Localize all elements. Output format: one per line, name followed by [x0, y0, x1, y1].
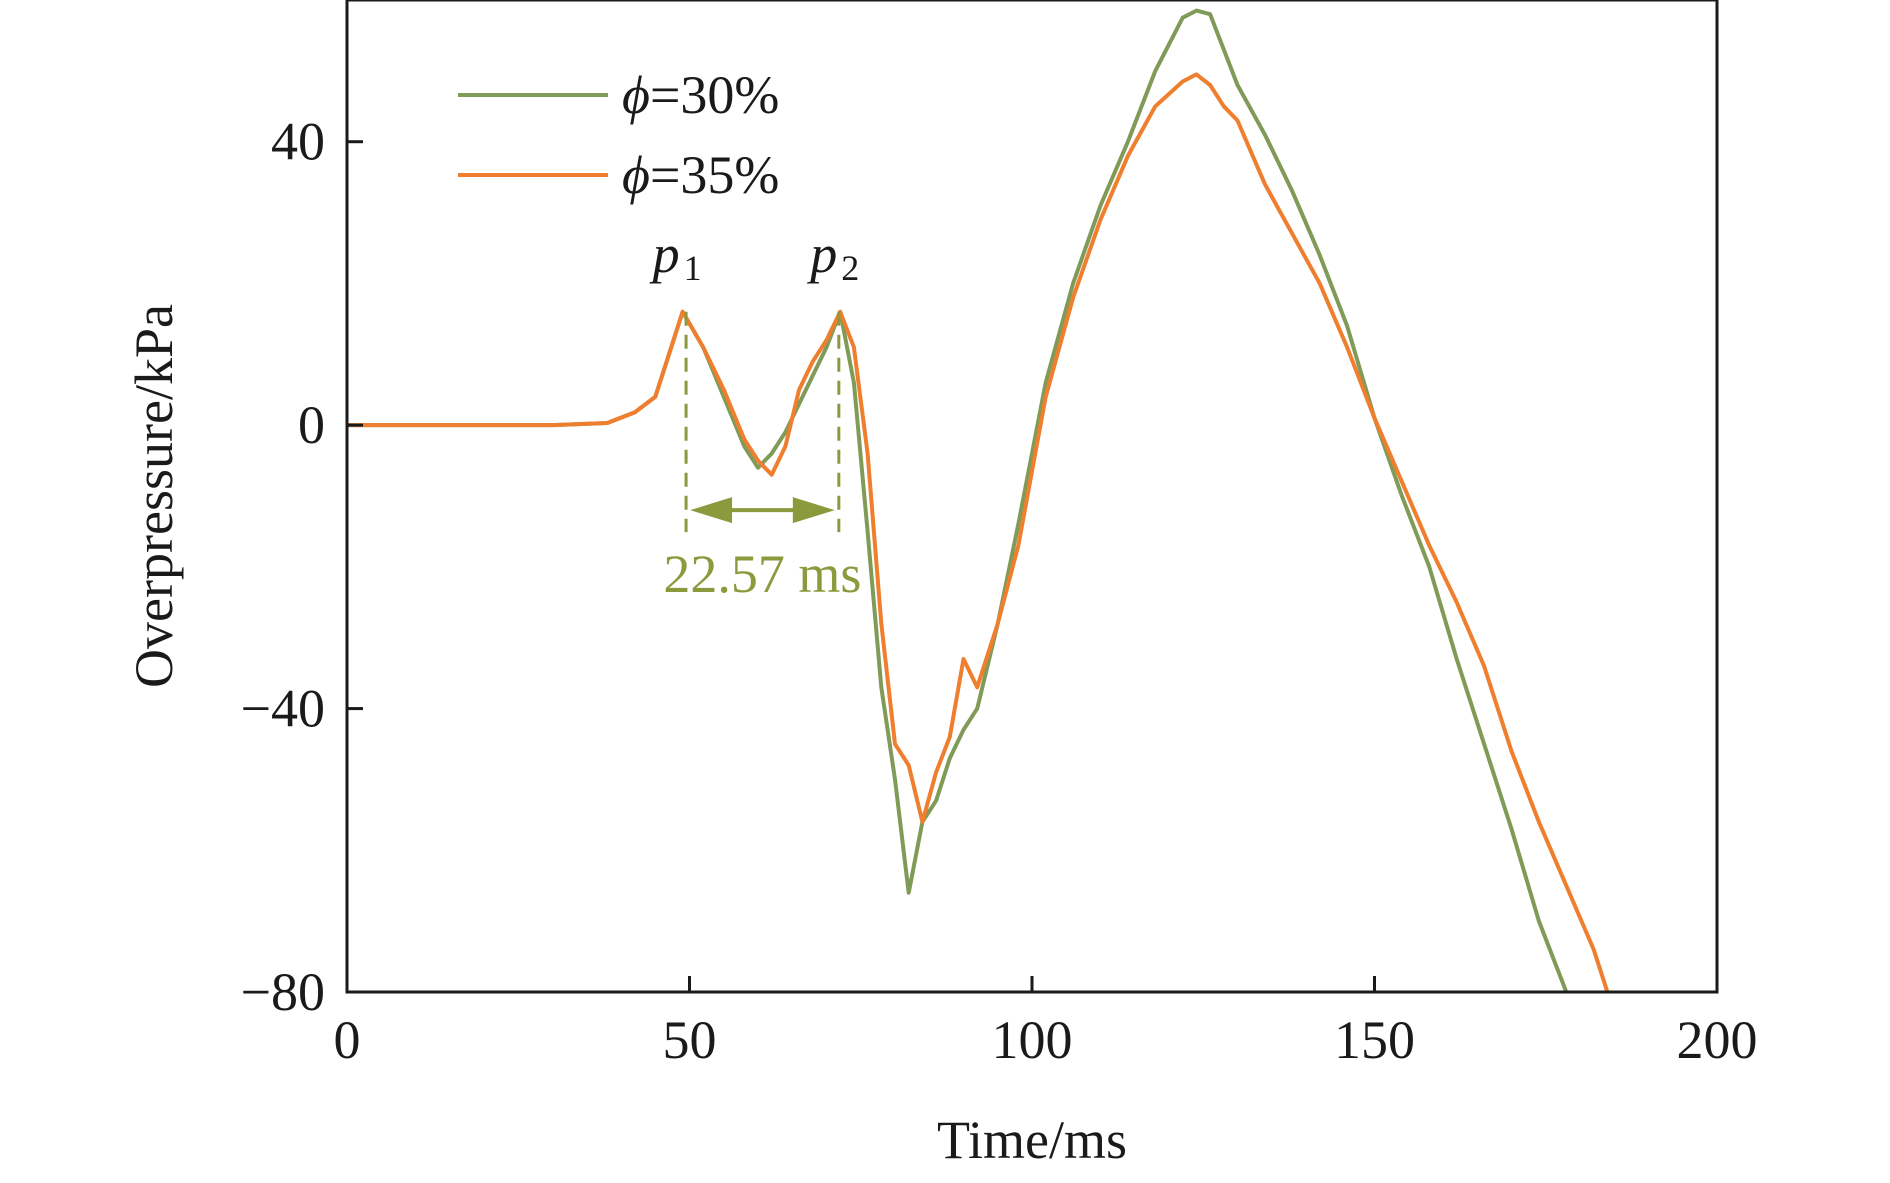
legend-entry-1: ϕ=35%	[622, 145, 779, 205]
legend: ϕ=30%ϕ=35%	[458, 65, 779, 205]
plot-frame	[345, 0, 1719, 994]
x-tick-label: 150	[1334, 1010, 1415, 1070]
peak-letter: p	[649, 224, 680, 284]
x-tick-label: 50	[663, 1010, 717, 1070]
peak-subscript: 2	[841, 248, 859, 288]
y-tick-label: −80	[241, 962, 325, 1022]
x-axis-title: Time/ms	[937, 1110, 1127, 1170]
interval-label: 22.57 ms	[663, 544, 861, 604]
series-line-1	[347, 72, 1610, 992]
legend-symbol: ϕ	[622, 145, 650, 205]
x-tick-label: 100	[992, 1010, 1073, 1070]
legend-symbol: ϕ	[622, 65, 650, 125]
plot-layer	[347, 8, 1610, 992]
peak-subscript: 1	[684, 248, 702, 288]
series-line-0	[347, 8, 1569, 992]
x-tick-label: 200	[1677, 1010, 1758, 1070]
interval-arrowhead-right	[792, 497, 835, 524]
interval-arrowhead-left	[690, 497, 733, 524]
axes-layer	[345, 0, 1719, 994]
y-tick-label: 0	[298, 395, 325, 455]
legend-entry-0: ϕ=30%	[622, 65, 779, 125]
ticks-layer: 0 50 100 150 200 −80 −40 0 40	[241, 112, 1758, 1070]
legend-text: =30%	[650, 65, 779, 125]
y-tick-label: −40	[241, 679, 325, 739]
legend-text: =35%	[650, 145, 779, 205]
y-tick-label: 40	[271, 112, 325, 172]
x-tick-label: 0	[334, 1010, 361, 1070]
peak-letter: p	[806, 224, 837, 284]
annotation-layer: p1p2p322.57 ms	[649, 224, 862, 604]
y-axis-title: Overpressure/kPa	[124, 304, 184, 688]
